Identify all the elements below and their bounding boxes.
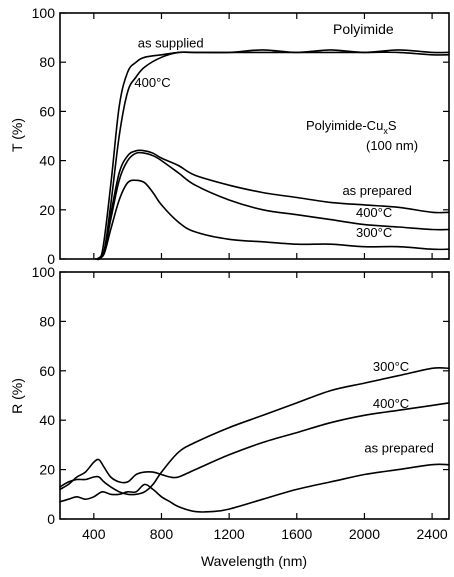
sample-label-end: S [388,118,397,133]
transmittance-y-tick-label: 20 [39,202,55,218]
reflectance-x-tick-label: 400 [82,526,106,542]
transmittance-y-axis-label: T (%) [9,118,25,152]
reflectance-annotation-400c: 400°C [373,396,409,411]
transmittance-y-tick-label: 40 [39,153,55,169]
reflectance-curves [59,366,450,513]
transmittance-y-tick-label: 0 [47,251,55,267]
reflectance-y-tick-label: 0 [47,511,55,527]
reflectance-x-tick-label: 2000 [349,526,380,542]
reflectance-y-ticks: 0 20 40 60 80 100 [32,264,449,527]
reflectance-y-tick-label: 100 [32,264,56,280]
transmittance-title: Polyimide [333,21,394,37]
reflectance-x-tick-label: 2400 [417,526,448,542]
reflectance-panel: 0 20 40 60 80 100 400 800 1200 1600 2000 2400 300°… [9,264,450,569]
reflectance-y-tick-label: 20 [39,462,55,478]
reflectance-annotations: 300°C 400°C as prepared [364,359,433,456]
reflectance-y-tick-label: 60 [39,363,55,379]
reflectance-series-as-prepared-2 [59,463,450,513]
transmittance-plot-frame [59,12,450,260]
transmittance-curves [94,49,450,261]
transmittance-panel: 0 20 40 60 80 100 as supplied 400°C as prepared… [9,5,450,267]
transmittance-y-tick-label: 60 [39,103,55,119]
transmittance-annotation-as-prepared: as prepared [342,183,411,198]
reflectance-y-tick-label: 40 [39,412,55,428]
transmittance-series-400c-3 [96,151,450,260]
transmittance-annotation-300c: 300°C [356,225,392,240]
reflectance-series-400c-1 [59,402,450,491]
sample-thickness-label: (100 nm) [366,138,418,153]
sample-label-subscript: x [383,126,388,136]
transmittance-series-as-prepared-2 [96,149,450,260]
transmittance-annotation-400c: 400°C [356,205,392,220]
reflectance-x-tick-label: 800 [150,526,174,542]
reflectance-x-tick-label: 1200 [214,526,245,542]
reflectance-y-tick-label: 80 [39,313,55,329]
transmittance-y-tick-label: 100 [32,5,56,21]
reflectance-series-300c-0 [59,366,450,496]
transmittance-annotation-as-supplied: as supplied [138,35,204,50]
sample-label: Polyimide-CuxS [306,118,397,136]
transmittance-y-tick-label: 80 [39,54,55,70]
transmittance-annotations: as supplied 400°C as prepared 400°C 300°C [134,35,411,239]
transmittance-annotation-400c: 400°C [134,75,170,90]
sample-label-main: Polyimide-Cu [306,118,383,133]
x-axis-label: Wavelength (nm) [201,553,307,569]
reflectance-annotation-as-prepared: as prepared [364,440,433,455]
transmittance-series-300c-4 [96,179,450,260]
transmittance-y-ticks: 0 20 40 60 80 100 [32,5,449,267]
transmittance-series-400c-1 [96,51,450,260]
reflectance-annotation-300c: 300°C [373,359,409,374]
reflectance-plot-frame [59,271,450,520]
reflectance-y-axis-label: R (%) [9,378,25,414]
reflectance-x-tick-label: 1600 [281,526,312,542]
transmittance-x-ticks [93,13,433,259]
reflectance-x-ticks: 400 800 1200 1600 2000 2400 [82,272,448,542]
